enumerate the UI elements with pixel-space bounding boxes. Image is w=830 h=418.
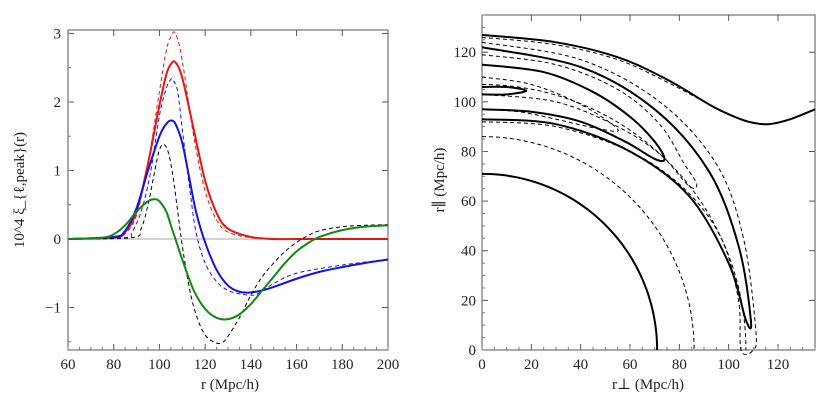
right-x-tick-label: 40 — [573, 357, 588, 373]
right-contour-10 — [481, 83, 747, 351]
right-x-tick-label: 120 — [767, 357, 790, 373]
left-x-tick-label: 180 — [331, 357, 354, 373]
left-y-tick-label: 1 — [54, 163, 62, 179]
left-series-line-4 — [67, 143, 389, 345]
right-x-tick-label: 80 — [672, 357, 687, 373]
right-y-axis-title: r∥ (Mpc/h) — [431, 148, 448, 213]
right-y-tick-label: 80 — [461, 144, 476, 160]
left-series-line-5 — [67, 198, 389, 321]
left-y-axis-title: 10^4 ξ_{ℓ,peak}(r) — [12, 132, 28, 248]
left-tick-group: 60 80 100 120 140 160 180 200 −1 0 1 2 3 — [45, 26, 399, 373]
left-series-line-2 — [67, 77, 389, 296]
left-x-tick-label: 60 — [61, 357, 76, 373]
left-series-line-0 — [67, 31, 388, 240]
left-x-tick-label: 160 — [285, 357, 308, 373]
right-y-tick-label: 120 — [454, 45, 477, 61]
left-panel: 60 80 100 120 140 160 180 200 −1 0 1 2 3 r (Mpc/h) 1… — [12, 26, 399, 393]
right-x-tick-label: 100 — [717, 357, 740, 373]
left-y-tick-label: −1 — [45, 301, 61, 317]
right-curves — [481, 33, 816, 356]
right-x-tick-label: 20 — [524, 357, 539, 373]
right-plot-frame — [481, 14, 816, 351]
right-x-tick-label: 0 — [478, 357, 486, 373]
left-y-tick-label: 3 — [54, 26, 62, 42]
right-y-tick-label: 60 — [461, 194, 476, 210]
right-y-tick-label: 40 — [461, 244, 476, 260]
right-contour-9 — [481, 33, 816, 126]
left-x-axis-title: r (Mpc/h) — [201, 377, 259, 393]
left-y-tick-label: 0 — [54, 232, 62, 248]
left-y-tick-label: 2 — [54, 95, 62, 111]
left-series-line-3 — [67, 119, 389, 294]
right-contour-0 — [481, 172, 659, 351]
left-x-tick-label: 80 — [106, 357, 121, 373]
right-contour-3 — [481, 76, 619, 132]
left-plot-frame — [67, 29, 389, 351]
right-panel: 0 20 40 60 80 100 120 0 20 40 60 80 100 120 r⊥ (Mpc/h… — [431, 14, 816, 393]
right-contour-4 — [481, 63, 666, 163]
left-x-tick-label: 200 — [377, 357, 400, 373]
right-y-tick-label: 0 — [469, 343, 477, 359]
right-contour-7 — [481, 41, 757, 356]
left-curves — [67, 31, 389, 345]
right-contour-8 — [481, 36, 816, 125]
left-x-tick-label: 100 — [148, 357, 171, 373]
right-x-tick-label: 60 — [623, 357, 638, 373]
right-x-axis-title: r⊥ (Mpc/h) — [612, 377, 684, 393]
right-contour-1 — [481, 136, 695, 351]
right-contour-5 — [481, 54, 698, 190]
right-tick-group: 0 20 40 60 80 100 120 0 20 40 60 80 100 120 — [454, 14, 816, 373]
left-x-tick-label: 120 — [194, 357, 217, 373]
right-y-tick-label: 100 — [454, 95, 477, 111]
left-x-tick-label: 140 — [240, 357, 263, 373]
right-contour-2 — [481, 85, 528, 96]
right-y-tick-label: 20 — [461, 293, 476, 309]
left-series-line-1 — [67, 60, 388, 241]
